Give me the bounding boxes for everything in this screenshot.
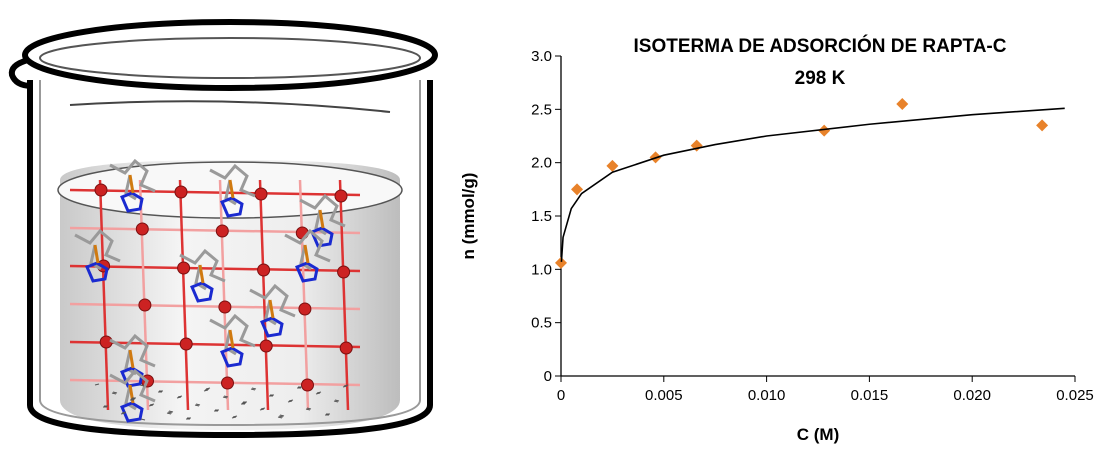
y-tick-label: 3.0 [531, 48, 552, 65]
fit-curve [561, 108, 1064, 262]
y-tick-label: 0.5 [531, 315, 552, 332]
lattice-node [335, 190, 347, 202]
y-tick-label: 2.0 [531, 155, 552, 172]
figure: ISOTERMA DE ADSORCIÓN DE RAPTA-C 298 K C (… [0, 0, 1108, 445]
lattice-node [180, 338, 192, 350]
lattice-node [95, 184, 107, 196]
lattice-node [178, 262, 190, 274]
data-point [896, 98, 908, 110]
lattice-node [216, 225, 228, 237]
y-tick-label: 2.5 [531, 101, 552, 118]
beaker-illustration [12, 22, 435, 435]
lattice-node [340, 342, 352, 354]
lattice-node [136, 223, 148, 235]
y-tick-label: 1.5 [531, 208, 552, 225]
x-tick-label: 0.020 [953, 387, 991, 404]
lattice-node [258, 264, 270, 276]
lattice-node [302, 379, 314, 391]
lattice-node [299, 303, 311, 315]
chart-title: ISOTERMA DE ADSORCIÓN DE RAPTA-C [634, 35, 1007, 57]
lattice-node [260, 340, 272, 352]
lattice-node [175, 186, 187, 198]
x-tick-label: 0.010 [748, 387, 786, 404]
data-point [1036, 119, 1048, 131]
lattice-node [139, 299, 151, 311]
lattice-node [219, 301, 231, 313]
lattice-node [100, 336, 112, 348]
y-tick-label: 0 [544, 368, 552, 385]
y-tick-label: 1.0 [531, 261, 552, 278]
x-tick-label: 0.025 [1056, 387, 1094, 404]
y-axis-label: n (mmol/g) [459, 173, 478, 260]
page: {"chart_data": {"type": "scatter", "titl… [0, 0, 1108, 450]
lattice-node [222, 377, 234, 389]
chart-subtitle: 298 K [795, 68, 846, 89]
x-tick-label: 0 [557, 387, 565, 404]
x-tick-label: 0.015 [851, 387, 889, 404]
beaker-reflection [70, 101, 390, 112]
lattice-node [255, 188, 267, 200]
lattice-node [338, 266, 350, 278]
beaker-rim-inner [40, 38, 420, 78]
x-axis-label: C (M) [797, 425, 839, 444]
x-tick-label: 0.005 [645, 387, 683, 404]
